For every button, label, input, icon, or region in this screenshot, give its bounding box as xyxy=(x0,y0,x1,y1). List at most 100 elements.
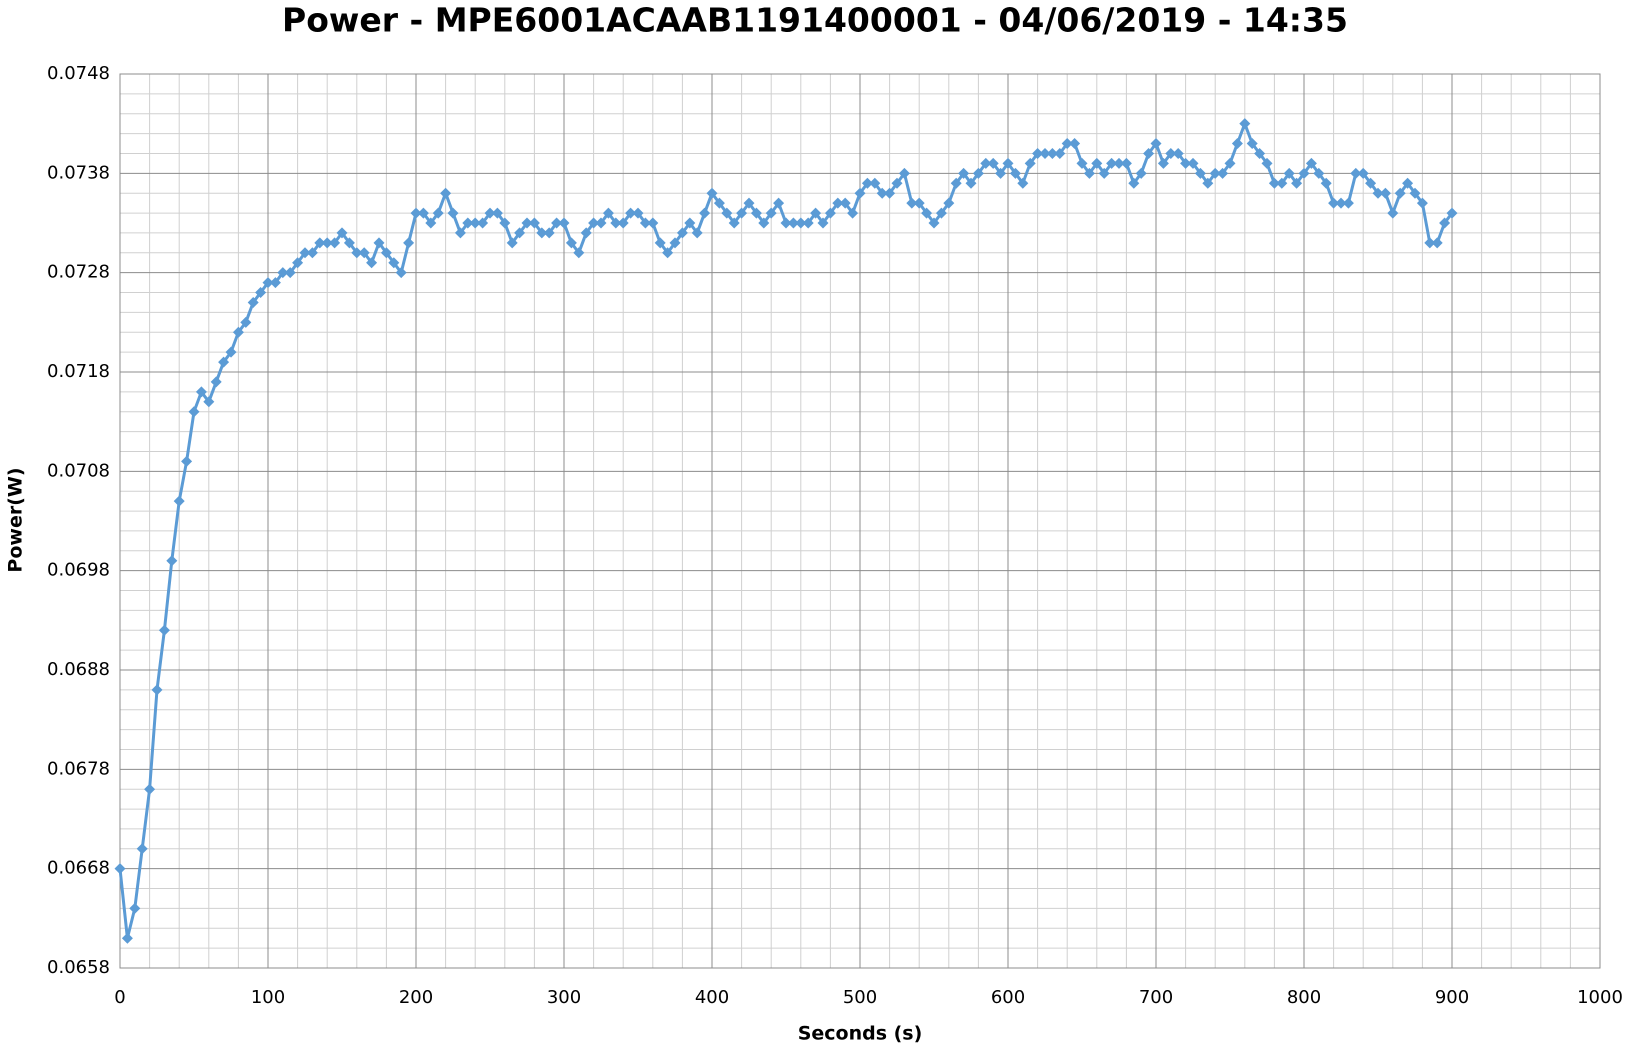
y-axis-label: Power(W) xyxy=(5,467,27,572)
data-marker xyxy=(1276,177,1288,189)
data-marker xyxy=(965,177,977,189)
data-marker xyxy=(1431,237,1443,249)
data-marker xyxy=(425,217,437,229)
data-marker xyxy=(662,247,674,259)
data-marker xyxy=(1246,138,1258,150)
data-marker xyxy=(913,197,925,209)
data-marker xyxy=(1402,177,1414,189)
data-marker xyxy=(329,237,341,249)
data-marker xyxy=(1446,207,1458,219)
x-tick-label: 100 xyxy=(251,987,285,1008)
data-marker xyxy=(432,207,444,219)
data-marker xyxy=(1254,147,1266,159)
data-marker xyxy=(114,863,126,875)
data-marker xyxy=(1416,197,1428,209)
data-marker xyxy=(358,247,370,259)
y-tick-label: 0.0668 xyxy=(47,858,110,879)
data-marker xyxy=(906,197,918,209)
data-marker xyxy=(787,217,799,229)
data-marker xyxy=(1313,167,1325,179)
data-marker xyxy=(1209,167,1221,179)
data-marker xyxy=(388,257,400,269)
data-marker xyxy=(565,237,577,249)
y-tick-label: 0.0678 xyxy=(47,758,110,779)
data-marker xyxy=(336,227,348,239)
data-marker xyxy=(210,376,222,388)
data-marker xyxy=(876,187,888,199)
data-marker xyxy=(403,237,415,249)
data-marker xyxy=(417,207,429,219)
y-tick-label: 0.0718 xyxy=(47,361,110,382)
data-marker xyxy=(817,217,829,229)
data-marker xyxy=(1320,177,1332,189)
x-tick-label: 800 xyxy=(1287,987,1321,1008)
data-marker xyxy=(832,197,844,209)
data-marker xyxy=(1054,147,1066,159)
data-marker xyxy=(854,187,866,199)
x-tick-label: 700 xyxy=(1139,987,1173,1008)
data-marker xyxy=(1017,177,1029,189)
data-marker xyxy=(499,217,511,229)
data-marker xyxy=(121,932,133,944)
data-marker xyxy=(721,207,733,219)
data-marker xyxy=(1239,118,1251,130)
x-tick-label: 0 xyxy=(114,987,125,1008)
data-marker xyxy=(373,237,385,249)
data-marker xyxy=(195,386,207,398)
data-marker xyxy=(1261,157,1273,169)
data-marker xyxy=(299,247,311,259)
data-marker xyxy=(514,227,526,239)
data-marker xyxy=(580,227,592,239)
data-marker xyxy=(1091,157,1103,169)
data-marker xyxy=(743,197,755,209)
data-marker xyxy=(536,227,548,239)
data-marker xyxy=(995,167,1007,179)
data-marker xyxy=(1098,167,1110,179)
data-marker xyxy=(203,396,215,408)
data-marker xyxy=(284,267,296,279)
data-marker xyxy=(1172,147,1184,159)
data-marker xyxy=(1187,157,1199,169)
data-marker xyxy=(1231,138,1243,150)
data-marker xyxy=(1328,197,1340,209)
data-marker xyxy=(669,237,681,249)
data-marker xyxy=(1350,167,1362,179)
data-marker xyxy=(477,217,489,229)
data-marker xyxy=(129,902,141,914)
data-marker xyxy=(1061,138,1073,150)
data-marker xyxy=(1379,187,1391,199)
data-marker xyxy=(225,346,237,358)
y-tick-label: 0.0748 xyxy=(47,63,110,84)
data-marker xyxy=(1009,167,1021,179)
data-marker xyxy=(410,207,422,219)
data-marker xyxy=(188,406,200,418)
data-marker xyxy=(972,167,984,179)
data-marker xyxy=(676,227,688,239)
data-marker xyxy=(647,217,659,229)
data-marker xyxy=(891,177,903,189)
data-marker xyxy=(1083,167,1095,179)
plot-border xyxy=(119,73,1601,969)
data-marker xyxy=(521,217,533,229)
data-marker xyxy=(773,197,785,209)
data-marker xyxy=(1365,177,1377,189)
data-marker xyxy=(380,247,392,259)
data-marker xyxy=(1283,167,1295,179)
data-marker xyxy=(1202,177,1214,189)
data-marker xyxy=(144,783,156,795)
data-marker xyxy=(780,217,792,229)
data-marker xyxy=(935,207,947,219)
data-marker xyxy=(447,207,459,219)
data-marker xyxy=(1394,187,1406,199)
data-marker xyxy=(1135,167,1147,179)
y-tick-label: 0.0658 xyxy=(47,957,110,978)
data-marker xyxy=(1002,157,1014,169)
data-marker xyxy=(1409,187,1421,199)
data-marker xyxy=(610,217,622,229)
data-marker xyxy=(847,207,859,219)
data-marker xyxy=(1387,207,1399,219)
data-marker xyxy=(1424,237,1436,249)
data-marker xyxy=(269,277,281,289)
